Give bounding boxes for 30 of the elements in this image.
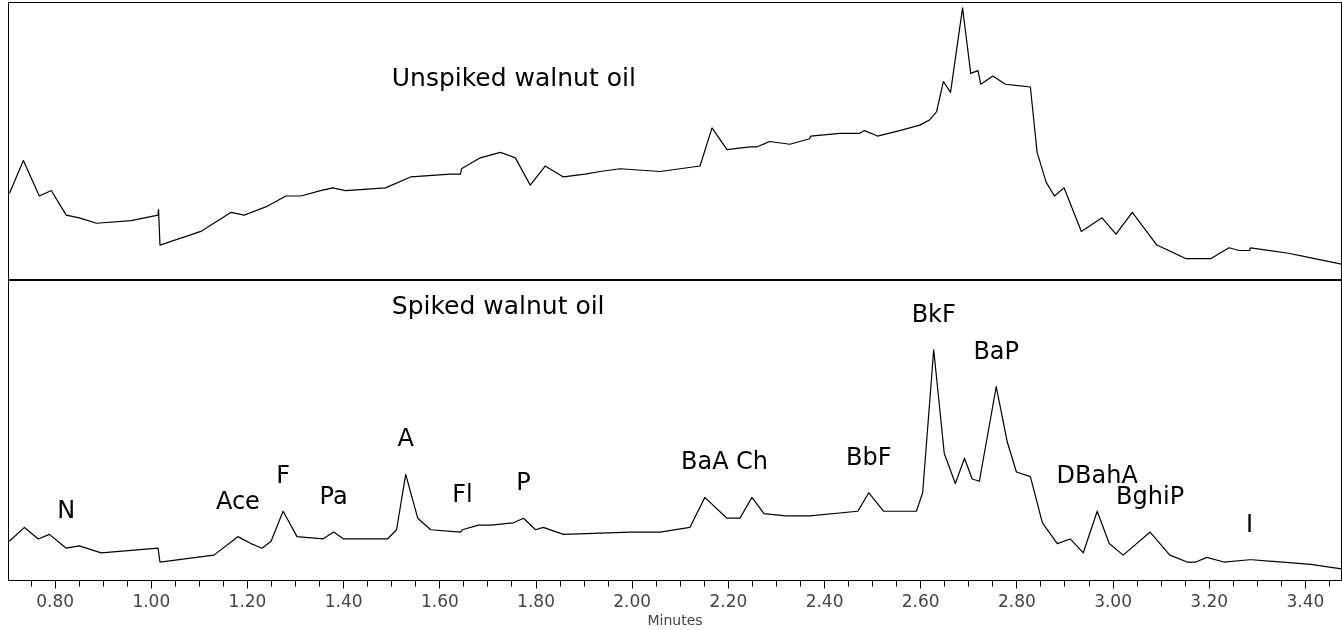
x-tick-label: 3.00	[1094, 590, 1133, 611]
x-tick-label: 1.80	[517, 590, 555, 611]
annotation: F	[276, 461, 290, 490]
x-tick-label: 3.20	[1190, 590, 1229, 611]
annotation: Ace	[215, 486, 260, 515]
x-tick-label: 1.40	[324, 590, 363, 611]
x-tick-label: 1.20	[228, 590, 267, 611]
x-tick-label: 2.60	[901, 590, 940, 611]
annotation: BkF	[911, 299, 956, 328]
x-tick-label: 2.80	[997, 590, 1036, 611]
x-tick-label: 2.00	[613, 590, 652, 611]
x-tick-label: 3.40	[1286, 590, 1325, 611]
annotation: I	[1246, 509, 1254, 538]
annotation: P	[516, 468, 531, 497]
x-tick-label: 1.00	[132, 590, 171, 611]
x-tick-label: 0.80	[36, 590, 75, 611]
x-axis-title: Minutes	[647, 611, 703, 628]
annotation: BaP	[973, 336, 1020, 365]
annotation: BaA	[681, 447, 730, 476]
annotation: A	[397, 424, 415, 453]
annotation: BbF	[846, 442, 892, 471]
annotation: N	[57, 495, 76, 524]
annotation: Fl	[452, 479, 473, 508]
chart-title: Spiked walnut oil	[391, 290, 605, 320]
x-tick-label: 2.40	[805, 590, 844, 611]
annotation: Ch	[735, 447, 768, 476]
x-tick-label: 1.60	[420, 590, 459, 611]
x-tick-label: 2.20	[709, 590, 748, 611]
annotation: Pa	[319, 482, 348, 511]
text: Unspiked walnut oil	[391, 62, 636, 92]
